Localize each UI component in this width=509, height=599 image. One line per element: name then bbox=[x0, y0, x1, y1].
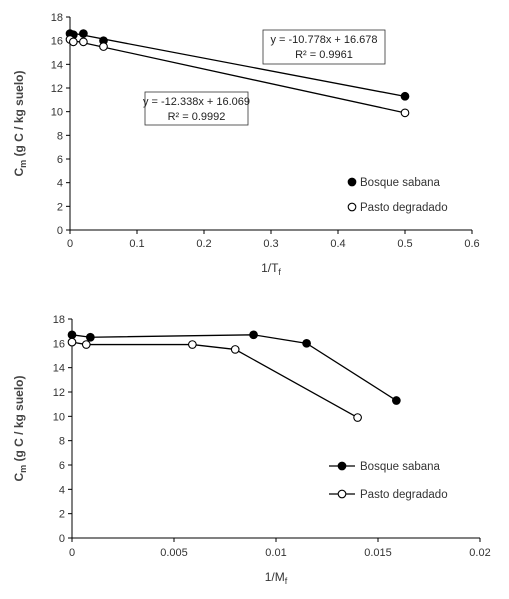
x-tick-label: 0.015 bbox=[364, 547, 392, 559]
data-point bbox=[99, 42, 108, 51]
data-point bbox=[86, 332, 95, 342]
legend-entry: Bosque sabana bbox=[329, 461, 441, 473]
x-axis-label: 1/Tf bbox=[261, 261, 281, 277]
data-point bbox=[67, 337, 77, 347]
data-point bbox=[188, 340, 197, 349]
x-axis-label-main: 1/T bbox=[261, 261, 279, 275]
data-point bbox=[79, 37, 88, 47]
y-tick-label: 0 bbox=[57, 225, 63, 237]
y-tick-label: 12 bbox=[51, 83, 63, 95]
x-axis-label-sub: f bbox=[278, 267, 281, 277]
trendline bbox=[69, 39, 406, 114]
data-point bbox=[67, 330, 77, 340]
data-point bbox=[302, 338, 311, 348]
data-point bbox=[400, 91, 410, 101]
series-bosque-sabana bbox=[67, 330, 401, 405]
data-point bbox=[81, 340, 91, 349]
x-tick-label: 0.6 bbox=[464, 238, 479, 250]
data-point bbox=[400, 108, 410, 118]
chart-panel-1: 0 2 4 6 8 10 12 14 16 18 0 0.1 0.2 0.3 0.4 0.5 0.6 1/Tf Cm… bbox=[12, 12, 480, 277]
x-tick-label: 0.2 bbox=[196, 238, 211, 250]
y-axis-label-rest: (g C / kg suelo) bbox=[12, 70, 26, 159]
y-tick-label: 8 bbox=[57, 130, 63, 142]
y-tick-label: 18 bbox=[51, 12, 63, 24]
x-tick-label: 0.005 bbox=[160, 547, 188, 559]
y-axis-label-main: C bbox=[12, 473, 26, 482]
y-axis-label-rest: (g C / kg suelo) bbox=[12, 375, 26, 464]
trendline-equation-box: y = -12.338x + 16.069 R² = 0.9992 bbox=[143, 91, 250, 126]
x-tick-label: 0.02 bbox=[469, 547, 490, 559]
x-tick-label: 0.3 bbox=[263, 238, 278, 250]
legend-label: Pasto degradado bbox=[360, 489, 448, 501]
trendline-equation-box: y = -10.778x + 16.678 R² = 0.9961 bbox=[262, 29, 386, 65]
y-axis-label-main: C bbox=[12, 168, 26, 177]
y-tick-label: 2 bbox=[57, 201, 63, 213]
y-axis-label: Cm (g C / kg suelo) bbox=[12, 70, 28, 176]
y-axis-label-sub: m bbox=[18, 160, 28, 168]
y-tick-label: 8 bbox=[59, 436, 65, 448]
y-tick-label: 2 bbox=[59, 509, 65, 521]
legend-entry: Bosque sabana bbox=[347, 177, 441, 189]
equation-text: y = -10.778x + 16.678 bbox=[270, 34, 377, 46]
y-tick-label: 10 bbox=[51, 107, 63, 119]
x-tick-label: 0.1 bbox=[129, 238, 144, 250]
y-tick-label: 4 bbox=[57, 178, 63, 190]
y-tick-label: 12 bbox=[53, 387, 65, 399]
y-tick-label: 6 bbox=[59, 460, 65, 472]
legend-entry: Pasto degradado bbox=[347, 202, 448, 214]
series-pasto-degradado bbox=[67, 337, 362, 422]
legend-marker bbox=[347, 177, 357, 187]
data-point bbox=[79, 29, 88, 38]
y-tick-label: 10 bbox=[53, 411, 65, 423]
r-squared-text: R² = 0.9992 bbox=[168, 111, 226, 123]
equation-text: y = -12.338x + 16.069 bbox=[143, 96, 250, 108]
y-tick-label: 14 bbox=[53, 363, 65, 375]
y-tick-label: 14 bbox=[51, 59, 63, 71]
y-tick-label: 0 bbox=[59, 533, 65, 545]
y-tick-label: 16 bbox=[53, 338, 65, 350]
data-point bbox=[230, 345, 240, 354]
x-tick-label: 0.5 bbox=[397, 238, 412, 250]
chart-panel-2: 0 2 4 6 8 10 12 14 16 18 0 0.005 0.01 0.015 0.02 1/Mf Cm… bbox=[12, 314, 491, 586]
data-point bbox=[353, 413, 362, 422]
y-axis-label: Cm (g C / kg suelo) bbox=[12, 375, 28, 481]
x-axis-label-sub: f bbox=[285, 576, 288, 586]
r-squared-text: R² = 0.9961 bbox=[295, 49, 353, 61]
legend-marker bbox=[337, 489, 347, 499]
data-point bbox=[249, 330, 258, 340]
x-axis-label-main: 1/M bbox=[265, 570, 285, 584]
y-tick-label: 6 bbox=[57, 154, 63, 166]
equation-box-frame bbox=[262, 29, 386, 65]
y-tick-label: 4 bbox=[59, 484, 65, 496]
legend-label: Pasto degradado bbox=[360, 202, 448, 214]
series-pasto-degradado bbox=[65, 35, 410, 118]
legend-label: Bosque sabana bbox=[360, 461, 441, 473]
x-tick-label: 0.4 bbox=[330, 238, 345, 250]
legend-marker bbox=[337, 461, 347, 471]
x-tick-label: 0 bbox=[67, 238, 73, 250]
legend-marker bbox=[347, 202, 357, 212]
y-tick-label: 18 bbox=[53, 314, 65, 326]
equation-box-frame bbox=[144, 91, 249, 126]
y-tick-label: 16 bbox=[51, 36, 63, 48]
x-tick-label: 0 bbox=[69, 547, 75, 559]
x-tick-label: 0.01 bbox=[265, 547, 286, 559]
trendline bbox=[69, 32, 406, 98]
series-line bbox=[71, 341, 358, 419]
y-axis-label-sub: m bbox=[18, 465, 28, 473]
x-axis-label: 1/Mf bbox=[265, 570, 288, 586]
legend-label: Bosque sabana bbox=[360, 177, 441, 189]
data-point bbox=[392, 396, 401, 405]
data-point bbox=[68, 37, 78, 47]
legend-entry: Pasto degradado bbox=[329, 489, 448, 501]
